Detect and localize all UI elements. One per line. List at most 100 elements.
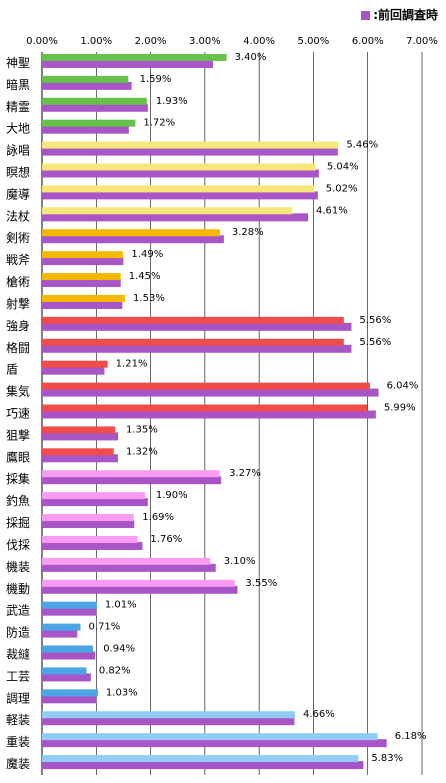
value-label: 5.02% — [326, 183, 358, 194]
value-label: 5.46% — [346, 140, 378, 151]
category-label: 防造 — [6, 625, 30, 640]
category-label: 瞑想 — [6, 165, 30, 180]
previous-bar — [42, 520, 135, 529]
current-bar — [42, 667, 87, 675]
category-label: 格闘 — [6, 340, 30, 355]
value-label: 3.10% — [224, 556, 256, 567]
current-bar — [42, 141, 339, 149]
category-label: 軽装 — [6, 713, 30, 727]
previous-bar — [42, 147, 338, 156]
previous-bar — [42, 169, 319, 178]
category-label: 採集 — [6, 471, 30, 486]
current-bar — [42, 557, 211, 565]
value-label: 3.55% — [245, 578, 277, 589]
previous-bar — [42, 629, 78, 638]
category-label: 精霊 — [6, 100, 30, 114]
previous-bar — [42, 585, 238, 594]
value-label: 0.82% — [99, 665, 131, 676]
previous-bar — [42, 257, 124, 266]
previous-bar — [42, 498, 148, 507]
current-bar — [42, 294, 126, 302]
previous-bar — [42, 673, 91, 682]
current-bar — [42, 207, 293, 215]
value-label: 1.93% — [156, 96, 188, 107]
category-label: 釣魚 — [6, 493, 30, 508]
previous-bar — [42, 563, 216, 572]
previous-bar — [42, 717, 295, 726]
value-label: 1.01% — [105, 600, 137, 611]
category-label: 強身 — [6, 318, 30, 333]
category-label: 機装 — [6, 559, 30, 574]
x-tick-label: 4.00% — [243, 36, 275, 47]
legend-swatch-previous — [361, 11, 371, 20]
current-bar — [42, 514, 134, 522]
current-bar — [42, 53, 227, 61]
x-tick-label: 7.00% — [406, 36, 438, 47]
current-bar — [42, 470, 220, 478]
current-bar — [42, 229, 221, 237]
value-label: 4.61% — [316, 205, 348, 216]
current-bar — [42, 316, 344, 324]
previous-bar — [42, 476, 222, 485]
category-label: 工芸 — [6, 669, 30, 683]
value-label: 4.66% — [303, 709, 335, 720]
value-label: 3.27% — [229, 468, 261, 479]
category-label: 武造 — [6, 604, 30, 618]
previous-bar — [42, 125, 129, 134]
previous-bar — [42, 300, 123, 309]
previous-bar — [42, 59, 213, 68]
value-label: 1.45% — [129, 271, 161, 282]
current-bar — [42, 338, 344, 346]
previous-bar — [42, 103, 148, 112]
category-label: 暗黒 — [6, 77, 30, 92]
value-label: 6.18% — [395, 731, 427, 742]
previous-bar — [42, 651, 96, 660]
category-label: 魔装 — [6, 756, 30, 771]
current-bar — [42, 97, 147, 105]
value-label: 1.03% — [106, 687, 138, 698]
x-tick-label: 5.00% — [298, 36, 330, 47]
previous-bar — [42, 279, 121, 288]
current-bar — [42, 119, 136, 127]
legend-label: :前回調査時 — [373, 8, 438, 22]
previous-bar — [42, 410, 376, 419]
current-bar — [42, 645, 94, 653]
value-label: 1.76% — [150, 534, 182, 545]
category-label: 詠唱 — [6, 143, 30, 158]
x-tick-label: 1.00% — [80, 36, 112, 47]
current-bar — [42, 404, 368, 412]
value-label: 5.99% — [384, 403, 416, 414]
category-label: 集気 — [6, 384, 30, 399]
x-tick-label: 2.00% — [135, 36, 167, 47]
value-label: 1.59% — [140, 74, 172, 85]
current-bar — [42, 75, 129, 83]
value-label: 1.53% — [133, 293, 165, 304]
category-label: 剣術 — [6, 231, 30, 245]
previous-bar — [42, 322, 352, 331]
previous-bar — [42, 454, 118, 463]
category-label: 鷹眼 — [6, 449, 30, 464]
value-label: 5.56% — [359, 315, 391, 326]
category-label: 重装 — [6, 735, 30, 749]
value-label: 3.40% — [235, 52, 267, 63]
previous-bar — [42, 81, 132, 90]
current-bar — [42, 273, 121, 281]
category-label: 魔導 — [6, 186, 30, 201]
previous-bar — [42, 344, 352, 353]
category-label: 採掘 — [6, 515, 30, 530]
category-label: 法杖 — [6, 208, 30, 223]
category-label: 狙撃 — [6, 427, 30, 442]
current-bar — [42, 755, 359, 763]
value-label: 0.71% — [89, 622, 121, 633]
value-label: 1.90% — [156, 490, 188, 501]
x-tick-label: 6.00% — [352, 36, 384, 47]
previous-bar — [42, 235, 224, 244]
legend: :前回調査時 — [361, 6, 438, 23]
value-label: 5.04% — [327, 162, 359, 173]
current-bar — [42, 185, 315, 193]
value-label: 1.49% — [131, 249, 163, 260]
x-tick-label: 3.00% — [189, 36, 221, 47]
category-label: 調理 — [6, 691, 30, 705]
current-bar — [42, 733, 378, 741]
